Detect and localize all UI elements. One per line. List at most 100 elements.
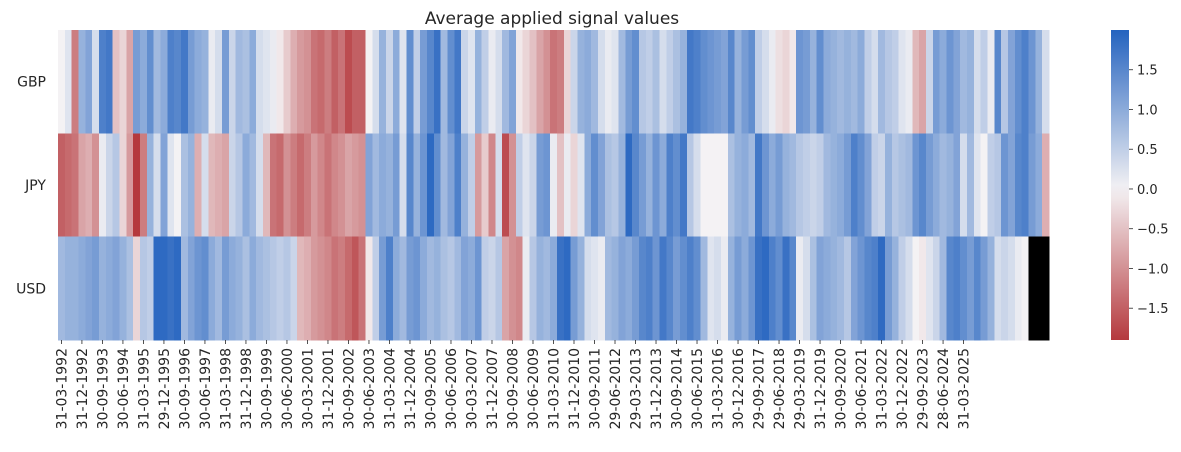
heatmap-cell: [693, 236, 702, 341]
heatmap-cell: [256, 133, 264, 238]
heatmap-cell: [891, 133, 900, 238]
heatmap-cell: [1007, 133, 1016, 238]
heatmap-cell: [351, 133, 360, 238]
heatmap-cell: [64, 133, 73, 238]
heatmap-cell: [310, 30, 319, 134]
heatmap-cell: [919, 133, 927, 238]
heatmap-cell: [242, 133, 250, 238]
heatmap-cell: [433, 236, 442, 341]
row-label: GBP: [17, 75, 46, 91]
heatmap-cell: [884, 30, 893, 134]
x-tick-labels: 31-03-1992 31-12-1992 30-09-1993 30-06-1994…: [54, 340, 973, 429]
heatmap-cell: [153, 236, 162, 341]
heatmap-cell: [1014, 133, 1023, 238]
heatmap-cell: [994, 30, 1002, 134]
heatmap-cell: [625, 30, 633, 134]
heatmap-cell: [563, 236, 572, 341]
heatmap-cell: [748, 30, 756, 134]
heatmap-cell: [99, 236, 107, 341]
heatmap-cell: [447, 30, 455, 134]
colorbar: −1.5 −1.0 −0.5 0.0 0.5 1.0 1.5: [1111, 30, 1169, 340]
heatmap-cell: [884, 133, 893, 238]
heatmap-cell: [536, 236, 544, 341]
heatmap-cell: [686, 30, 695, 134]
heatmap-cell: [269, 236, 278, 341]
heatmap-cell: [1021, 30, 1030, 134]
heatmap-cell: [502, 236, 510, 341]
heatmap-cell: [809, 236, 818, 341]
heatmap-cell: [112, 30, 121, 134]
heatmap-cell: [481, 30, 490, 134]
heatmap-cell: [536, 133, 544, 238]
heatmap-cell: [796, 133, 804, 238]
heatmap-cell: [1035, 133, 1043, 238]
heatmap-cell: [181, 133, 189, 238]
heatmap-cell: [727, 133, 736, 238]
heatmap-cell: [529, 236, 538, 341]
heatmap-cell: [133, 133, 141, 238]
x-tick-label: 31-03-1998: [218, 348, 234, 429]
x-tick-label: 30-09-1996: [177, 348, 193, 429]
x-tick-label: 30-06-2009: [526, 348, 542, 429]
heatmap-cell: [755, 236, 763, 341]
heatmap-cell: [235, 236, 244, 341]
heatmap-cell: [427, 236, 435, 341]
heatmap-cell: [215, 30, 223, 134]
heatmap-cell: [64, 30, 73, 134]
heatmap-cell: [502, 30, 510, 134]
heatmap-cell: [666, 236, 674, 341]
heatmap-cell: [399, 133, 408, 238]
heatmap-cell: [673, 236, 681, 341]
heatmap-cell: [468, 133, 476, 238]
heatmap-cell: [837, 133, 845, 238]
heatmap-cell: [461, 236, 469, 341]
colorbar-gradient: [1111, 30, 1129, 340]
heatmap-cell: [1042, 30, 1050, 134]
heatmap-cell: [857, 133, 866, 238]
heatmap-cell: [276, 133, 285, 238]
heatmap-cell: [256, 236, 264, 341]
heatmap-cell: [850, 133, 859, 238]
heatmap-cell: [488, 236, 496, 341]
heatmap-cell: [215, 133, 223, 238]
heatmap-cell: [755, 133, 763, 238]
heatmap-cell: [878, 236, 886, 341]
heatmap-cell: [761, 30, 770, 134]
heatmap-cell: [140, 133, 148, 238]
x-tick-label: 31-12-1998: [239, 348, 255, 429]
chart-title: Average applied signal values: [425, 9, 679, 29]
heatmap-cell: [980, 133, 989, 238]
heatmap-cell: [700, 30, 708, 134]
heatmap-cell: [140, 236, 148, 341]
heatmap-cell: [222, 30, 230, 134]
heatmap-cell: [365, 133, 373, 238]
heatmap-cell: [187, 30, 196, 134]
heatmap-cell: [249, 133, 257, 238]
heatmap-cell: [563, 133, 572, 238]
heatmap-cell: [673, 133, 681, 238]
heatmap-cell: [714, 236, 722, 341]
heatmap-cell: [468, 30, 476, 134]
heatmap-cell: [92, 133, 100, 238]
heatmap-cell: [556, 30, 565, 134]
heatmap-cell: [912, 236, 920, 341]
heatmap-cell: [734, 30, 743, 134]
heatmap-cell: [420, 133, 428, 238]
heatmap-cell: [433, 133, 442, 238]
heatmap-cell: [1028, 133, 1036, 238]
heatmap-cell: [987, 236, 995, 341]
heatmap-cell: [215, 236, 223, 341]
heatmap-cell: [611, 236, 620, 341]
colorbar-tick-label: 1.5: [1137, 64, 1158, 79]
heatmap-cell: [707, 133, 715, 238]
heatmap-cell: [584, 236, 592, 341]
heatmap-cell: [652, 236, 661, 341]
heatmap-cell: [78, 30, 86, 134]
heatmap-cell: [119, 30, 127, 134]
heatmap-cell: [884, 236, 893, 341]
heatmap-cell: [659, 236, 667, 341]
heatmap-cell: [946, 133, 954, 238]
heatmap-cell: [857, 30, 866, 134]
colorbar-tick-label: 1.0: [1137, 104, 1158, 119]
x-tick-label: 30-03-2007: [465, 348, 481, 429]
